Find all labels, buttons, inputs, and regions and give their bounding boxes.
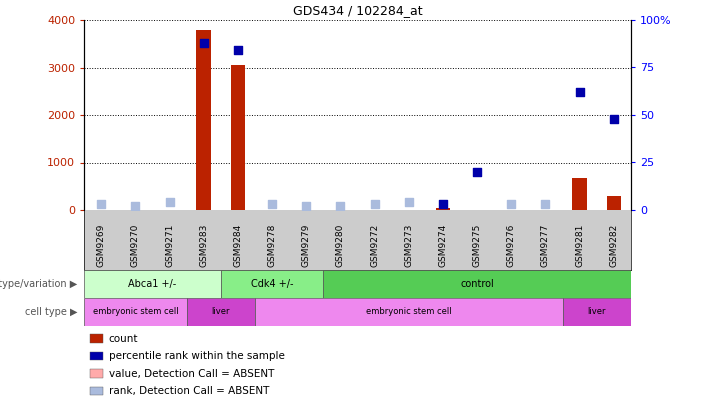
Bar bbox=[90, 352, 103, 360]
Point bbox=[437, 201, 449, 208]
Bar bbox=[606, 196, 621, 210]
Point bbox=[540, 201, 551, 208]
Point bbox=[164, 199, 175, 206]
Text: embryonic stem cell: embryonic stem cell bbox=[366, 308, 451, 316]
Point bbox=[369, 201, 380, 208]
Bar bbox=[84, 298, 186, 326]
Point bbox=[95, 201, 107, 208]
Point bbox=[266, 201, 278, 208]
Point bbox=[301, 203, 312, 209]
Point bbox=[472, 169, 483, 175]
Bar bbox=[90, 334, 103, 343]
Point bbox=[574, 89, 585, 95]
Bar bbox=[90, 387, 103, 395]
Bar bbox=[196, 29, 211, 210]
Point bbox=[232, 47, 243, 53]
Bar bbox=[573, 178, 587, 210]
Text: embryonic stem cell: embryonic stem cell bbox=[93, 308, 178, 316]
Text: liver: liver bbox=[587, 308, 606, 316]
Point bbox=[608, 116, 620, 122]
Point bbox=[335, 203, 346, 209]
Text: rank, Detection Call = ABSENT: rank, Detection Call = ABSENT bbox=[109, 386, 269, 396]
Point bbox=[130, 203, 141, 209]
Text: liver: liver bbox=[212, 308, 230, 316]
Point bbox=[403, 199, 414, 206]
Text: value, Detection Call = ABSENT: value, Detection Call = ABSENT bbox=[109, 369, 274, 379]
Bar bbox=[562, 298, 631, 326]
Point bbox=[198, 40, 210, 46]
Title: GDS434 / 102284_at: GDS434 / 102284_at bbox=[293, 4, 422, 17]
Text: genotype/variation ▶: genotype/variation ▶ bbox=[0, 279, 77, 289]
Text: control: control bbox=[461, 279, 494, 289]
Bar bbox=[221, 270, 323, 298]
Bar bbox=[84, 270, 221, 298]
Point bbox=[505, 201, 517, 208]
Text: count: count bbox=[109, 333, 138, 344]
Bar bbox=[90, 369, 103, 378]
Bar bbox=[323, 270, 631, 298]
Text: percentile rank within the sample: percentile rank within the sample bbox=[109, 351, 285, 361]
Bar bbox=[255, 298, 562, 326]
Bar bbox=[436, 208, 450, 210]
Text: cell type ▶: cell type ▶ bbox=[25, 307, 77, 317]
Bar bbox=[186, 298, 255, 326]
Text: Cdk4 +/-: Cdk4 +/- bbox=[251, 279, 293, 289]
Text: Abca1 +/-: Abca1 +/- bbox=[128, 279, 177, 289]
Bar bbox=[231, 65, 245, 210]
